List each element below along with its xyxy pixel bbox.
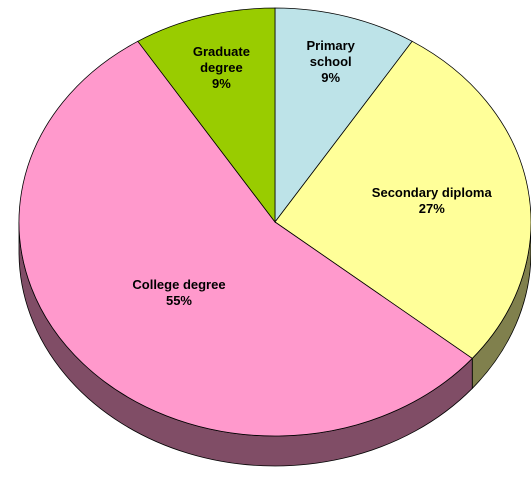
slice <box>18 40 473 437</box>
category-label: Secondary diploma <box>371 185 492 201</box>
value-label: 27% <box>418 201 445 217</box>
value-label: 55% <box>165 292 192 308</box>
data-label: Graduate degree 9% <box>186 44 256 92</box>
category-label: Graduate degree <box>192 43 250 75</box>
slice <box>274 7 413 224</box>
data-label: Primary school 9% <box>296 38 366 86</box>
slice <box>274 40 531 359</box>
category-label: College degree <box>132 276 226 292</box>
data-label: College degree 55% <box>104 277 254 309</box>
category-label: Primary school <box>306 37 355 69</box>
data-label: Secondary diploma 27% <box>347 185 517 217</box>
value-label: 9% <box>212 75 231 91</box>
slice <box>137 7 276 224</box>
value-label: 9% <box>321 69 341 85</box>
